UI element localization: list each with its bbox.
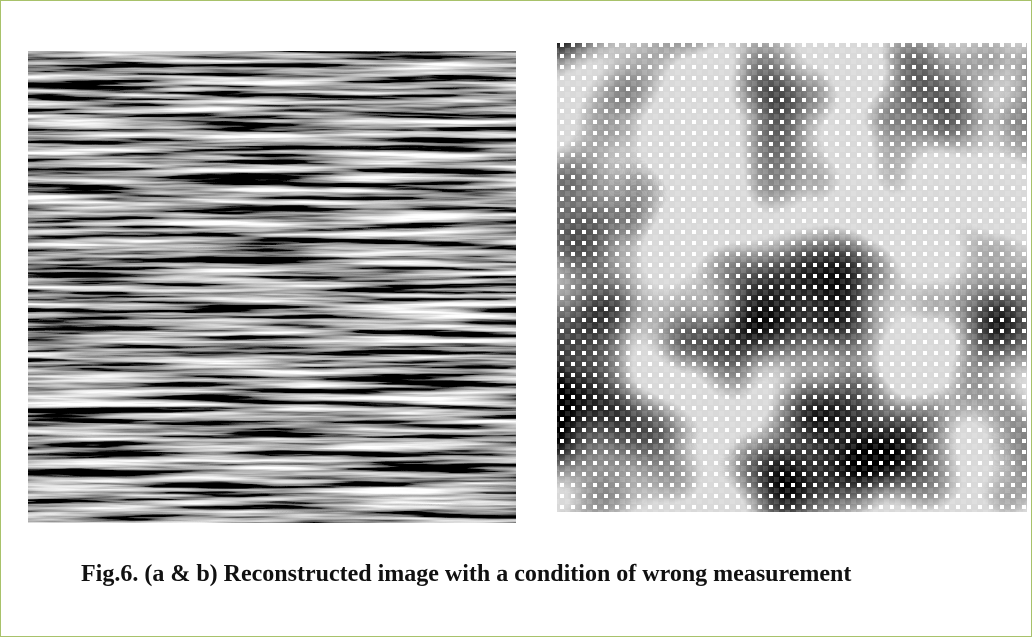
image-b [553,39,1031,516]
figure-caption: Fig.6. (a & b) Reconstructed image with … [81,561,852,587]
image-a [28,51,516,523]
